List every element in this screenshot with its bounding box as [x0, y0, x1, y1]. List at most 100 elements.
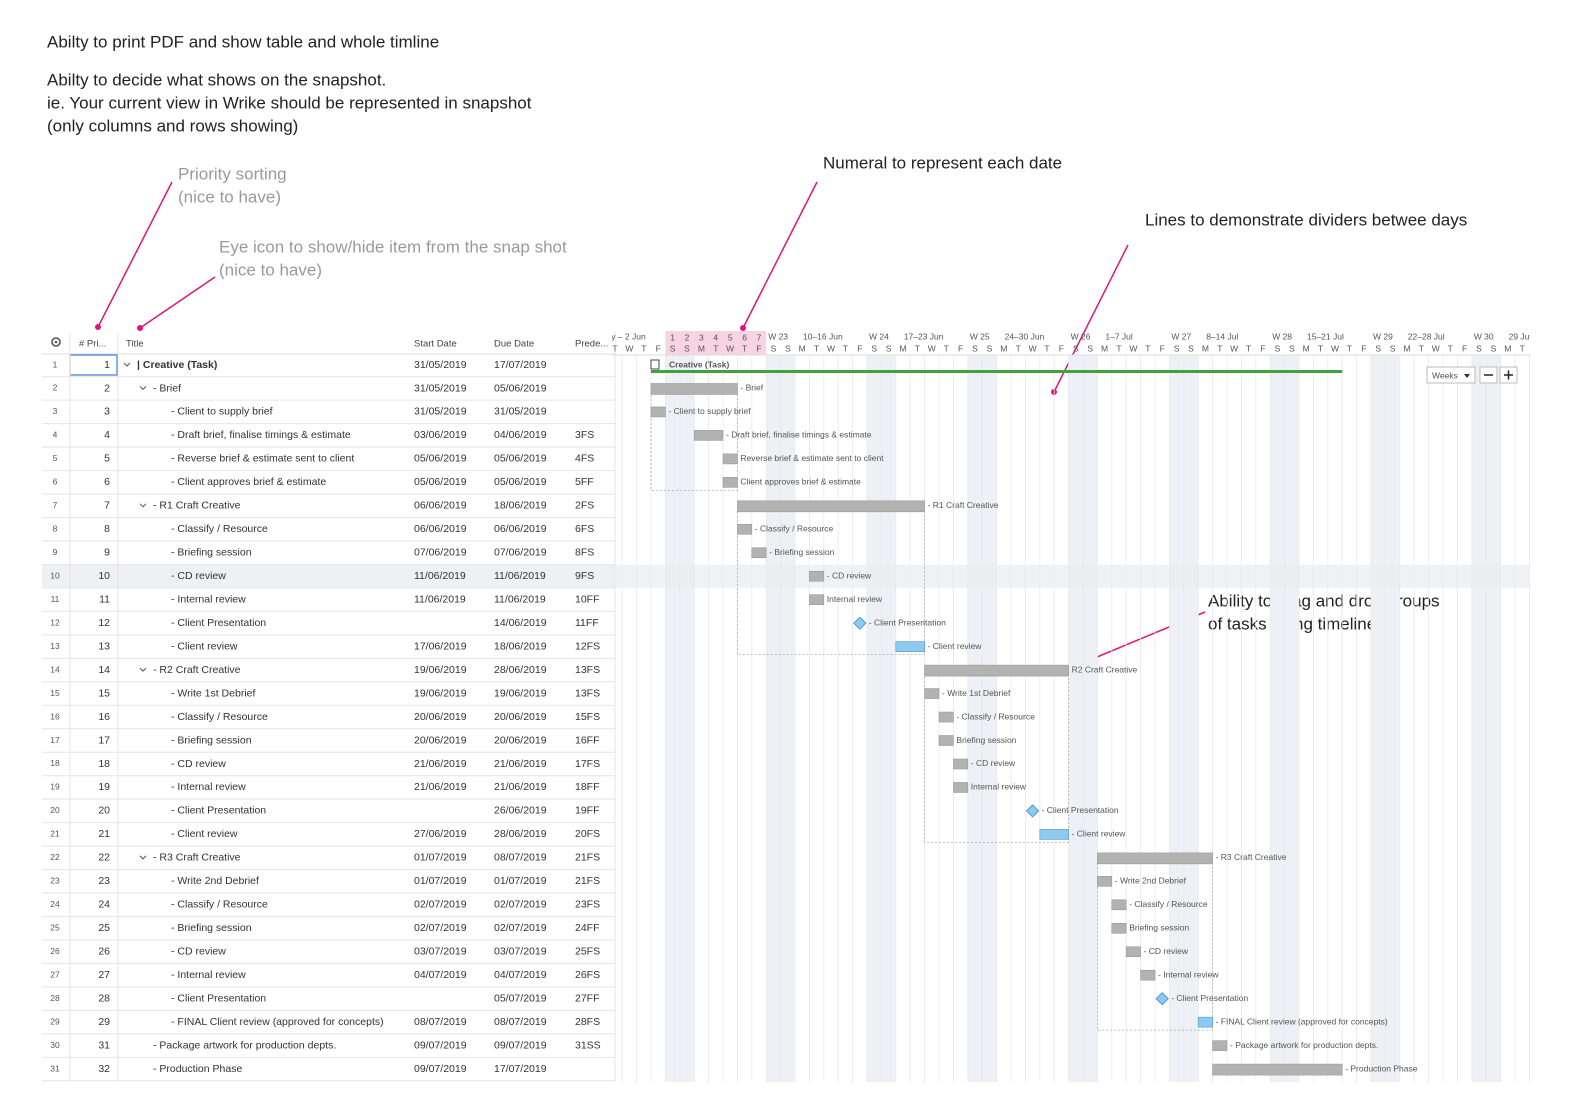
task-title[interactable]: - R1 Craft Creative [153, 500, 241, 512]
priority[interactable]: 10 [98, 570, 110, 582]
task-bar[interactable] [938, 711, 954, 723]
priority[interactable]: 1 [104, 359, 110, 371]
task-bar[interactable] [722, 453, 738, 465]
priority[interactable]: 7 [104, 500, 110, 512]
task-bar[interactable] [938, 735, 954, 746]
milestone[interactable] [1025, 804, 1040, 818]
priority[interactable]: 19 [98, 781, 110, 793]
task-bar[interactable] [693, 430, 724, 441]
task-bar[interactable] [1212, 1040, 1228, 1051]
task-title[interactable]: - FINAL Client review (approved for conc… [171, 1016, 384, 1028]
task-bar[interactable] [737, 523, 753, 535]
milestone[interactable] [853, 616, 867, 630]
column-header[interactable]: # Pri... [79, 339, 106, 350]
task-title[interactable]: - Classify / Resource [171, 523, 268, 535]
priority[interactable]: 22 [98, 852, 110, 864]
priority[interactable]: 11 [99, 593, 110, 605]
task-bar[interactable] [751, 547, 767, 559]
task-bar[interactable] [1111, 922, 1127, 934]
task-bar[interactable] [650, 406, 666, 418]
task-title[interactable]: - R2 Craft Creative [153, 664, 241, 676]
task-title[interactable]: - Client Presentation [171, 992, 266, 1004]
task-title[interactable]: - Reverse brief & estimate sent to clien… [171, 453, 354, 465]
priority[interactable]: 2 [104, 382, 110, 394]
task-bar[interactable] [1197, 1016, 1213, 1028]
collapse-toggle[interactable] [139, 503, 147, 508]
priority[interactable]: 24 [98, 899, 110, 911]
scale-dropdown[interactable] [1426, 366, 1476, 384]
task-title[interactable]: - Client to supply brief [171, 406, 273, 418]
collapse-toggle[interactable] [123, 362, 131, 367]
priority[interactable]: 27 [98, 969, 110, 981]
priority[interactable]: 18 [98, 758, 110, 770]
task-title[interactable]: - Internal review [171, 593, 246, 605]
column-header[interactable]: Prede... [575, 339, 608, 350]
priority[interactable]: 6 [104, 476, 110, 488]
summary-bar[interactable] [651, 370, 1343, 373]
task-bar[interactable] [809, 570, 825, 582]
priority[interactable]: 20 [98, 805, 110, 817]
task-title[interactable]: - Internal review [171, 781, 246, 793]
task-title[interactable]: - Package artwork for production depts. [153, 1039, 336, 1051]
task-title[interactable]: - Classify / Resource [171, 899, 268, 911]
task-bar[interactable] [895, 641, 925, 652]
priority[interactable]: 29 [98, 1016, 110, 1028]
priority[interactable]: 17 [98, 734, 110, 746]
task-title[interactable]: - Briefing session [171, 734, 252, 746]
column-header[interactable]: Due Date [494, 339, 534, 350]
task-bar[interactable] [1111, 899, 1127, 911]
task-bar[interactable] [809, 594, 825, 606]
column-header[interactable]: Title [126, 339, 144, 350]
task-title[interactable]: - Internal review [171, 969, 246, 981]
task-title[interactable]: - Client review [171, 640, 238, 652]
priority[interactable]: 26 [98, 946, 110, 958]
task-title[interactable]: - Client approves brief & estimate [171, 476, 326, 488]
group-bar[interactable] [1212, 1063, 1343, 1076]
settings-icon[interactable] [51, 337, 61, 347]
task-bar[interactable] [1125, 946, 1141, 958]
milestone[interactable] [1155, 991, 1169, 1006]
task-title[interactable]: - Client review [171, 828, 238, 840]
task-bar[interactable] [1140, 969, 1156, 981]
task-title[interactable]: - CD review [171, 946, 226, 958]
task-title[interactable]: - CD review [171, 570, 226, 582]
priority[interactable]: 9 [104, 547, 110, 559]
priority[interactable]: 21 [98, 828, 110, 840]
priority[interactable]: 23 [98, 875, 110, 887]
priority[interactable]: 25 [98, 922, 110, 934]
priority[interactable]: 3 [104, 406, 110, 418]
task-title[interactable]: - Classify / Resource [171, 711, 268, 723]
group-bar[interactable] [1097, 852, 1213, 865]
group-bar[interactable] [650, 383, 738, 395]
task-bar[interactable] [953, 758, 969, 770]
task-bar[interactable] [924, 688, 940, 699]
task-title[interactable]: - R3 Craft Creative [153, 852, 241, 864]
priority[interactable]: 14 [98, 664, 110, 676]
task-bar[interactable] [1039, 829, 1069, 840]
task-title[interactable]: - Brief [153, 382, 181, 394]
group-bar[interactable] [737, 500, 925, 513]
collapse-toggle[interactable] [139, 855, 147, 860]
task-title[interactable]: - Client Presentation [171, 617, 266, 629]
collapse-toggle[interactable] [139, 667, 147, 672]
task-bar[interactable] [722, 477, 738, 488]
task-title[interactable]: - Client Presentation [171, 805, 266, 817]
priority[interactable]: 28 [98, 992, 110, 1004]
task-title[interactable]: - Briefing session [171, 922, 252, 934]
task-bar[interactable] [953, 782, 969, 793]
task-title[interactable]: - Production Phase [153, 1063, 242, 1075]
task-bar[interactable] [1097, 876, 1113, 887]
collapse-toggle[interactable] [139, 386, 147, 391]
priority[interactable]: 31 [98, 1039, 110, 1051]
group-bar[interactable] [924, 664, 1069, 677]
priority[interactable]: 32 [98, 1063, 110, 1075]
priority[interactable]: 15 [98, 687, 110, 699]
priority[interactable]: 12 [98, 617, 110, 629]
task-title[interactable]: - Write 1st Debrief [171, 687, 255, 699]
task-title[interactable]: - Briefing session [171, 547, 252, 559]
priority[interactable]: 16 [98, 711, 110, 723]
task-title[interactable]: - Write 2nd Debrief [171, 875, 259, 887]
task-title[interactable]: | Creative (Task) [137, 359, 217, 371]
column-header[interactable]: Start Date [414, 339, 457, 350]
priority[interactable]: 13 [98, 640, 110, 652]
